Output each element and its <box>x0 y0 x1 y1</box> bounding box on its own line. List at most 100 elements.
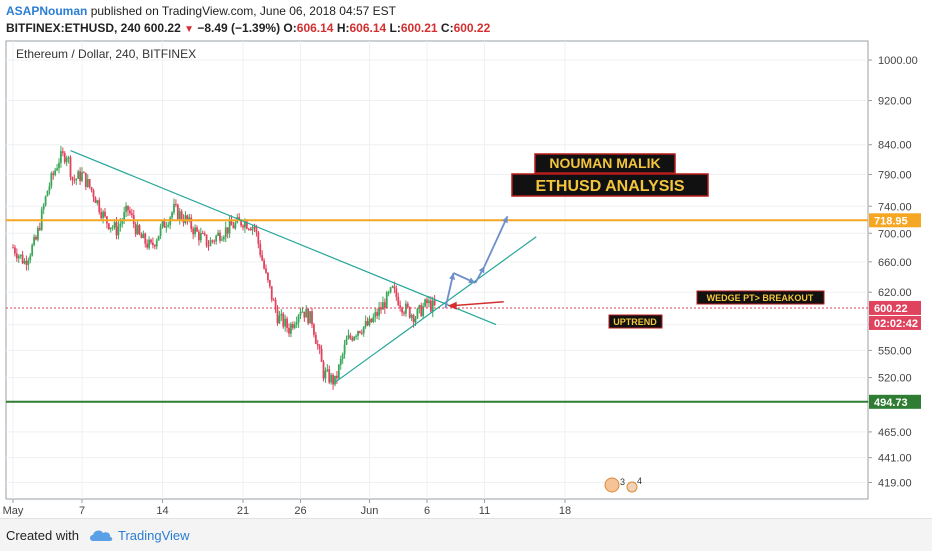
time-axis: May 7 14 21 26 Jun 6 11 18 <box>3 499 571 517</box>
last-price-tag-box <box>869 300 921 315</box>
candle-body <box>175 203 177 205</box>
candle-body <box>130 213 133 215</box>
candle-body <box>60 151 62 163</box>
candle-body <box>370 318 373 323</box>
y-tick-label: 840.00 <box>878 140 912 152</box>
candle-body <box>155 240 158 247</box>
projection-arrowhead <box>468 277 476 284</box>
candle-body <box>428 300 430 304</box>
y-tick-label: 520.00 <box>878 373 912 385</box>
candle-body <box>205 234 208 246</box>
candle-body <box>311 311 313 325</box>
candle-body <box>278 315 281 324</box>
candle-body <box>307 308 310 324</box>
projection-arrowhead <box>478 266 485 274</box>
candle-body <box>146 243 149 248</box>
candle-body <box>44 196 47 206</box>
candle-body <box>56 168 58 171</box>
candle-body <box>199 233 202 241</box>
price-chart[interactable]: Ethereum / Dollar, 240, BITFINEX 1000.00… <box>0 38 932 518</box>
y-tick-label: 920.00 <box>878 96 912 108</box>
x-tick-label: 21 <box>237 505 249 517</box>
event-flag-icon-2[interactable] <box>626 481 638 493</box>
candle-body <box>71 177 74 180</box>
candle-body <box>359 331 361 333</box>
candle-body <box>376 312 379 316</box>
candle-body <box>165 226 168 228</box>
candle-body <box>234 222 237 229</box>
close-label: C: <box>440 21 454 35</box>
candle-body <box>259 243 262 256</box>
candle-body <box>357 331 359 336</box>
candle-body <box>299 311 302 316</box>
candle-body <box>144 233 147 244</box>
candle-body <box>100 212 103 219</box>
candle-body <box>25 260 28 265</box>
candle-body <box>272 299 275 301</box>
candle-body <box>397 296 400 306</box>
y-tick-label: 620.00 <box>878 287 912 299</box>
event-count-b: 4 <box>637 476 642 486</box>
candle-body <box>153 245 156 247</box>
candle-body <box>61 151 64 153</box>
candle-body <box>90 187 93 191</box>
candle-body <box>37 227 39 240</box>
candle-body <box>178 211 181 219</box>
candle-body <box>96 200 99 204</box>
candle-body <box>322 361 325 379</box>
drawings <box>6 149 868 403</box>
x-tick-label: 7 <box>79 505 85 517</box>
candle-body <box>109 227 112 230</box>
candle-body <box>14 247 16 254</box>
candle-body <box>23 260 26 264</box>
candle-body <box>171 212 173 218</box>
symbol-interval: BITFINEX:ETHUSD, 240 <box>6 21 141 35</box>
x-tick-label: 11 <box>479 505 490 517</box>
candle-body <box>242 225 244 228</box>
candle-body <box>94 197 97 204</box>
candle-body <box>213 240 216 242</box>
candle-body <box>224 227 227 238</box>
candle-body <box>222 237 225 240</box>
event-flags[interactable]: 3 4 <box>604 476 642 493</box>
candle-body <box>324 370 327 379</box>
high-label: H: <box>336 21 350 35</box>
title-banner-box-1 <box>534 153 676 174</box>
tradingview-link[interactable]: TradingView <box>118 528 190 543</box>
candle-body <box>113 222 116 228</box>
candle-body <box>351 337 354 341</box>
candle-body <box>366 321 369 326</box>
candle-body <box>194 227 196 235</box>
projection-arrowhead <box>502 216 508 224</box>
last-price-value: 600.22 <box>144 21 181 35</box>
candle-body <box>368 318 371 326</box>
candle-body <box>295 322 298 325</box>
candle-body <box>226 227 229 234</box>
candle-body <box>42 205 45 210</box>
candle-body <box>221 239 223 241</box>
candle-body <box>219 232 221 241</box>
candle-body <box>253 226 256 228</box>
candle-body <box>414 318 417 323</box>
candle-body <box>63 152 66 163</box>
breakout-pointer-line <box>451 300 504 307</box>
candle-body <box>332 374 334 385</box>
publish-line: ASAPNouman published on TradingView.com,… <box>6 4 396 18</box>
candle-series <box>12 145 436 390</box>
footer-bar: Created with TradingView <box>0 518 932 551</box>
y-tick-label: 790.00 <box>878 170 912 182</box>
author-link[interactable]: ASAPNouman <box>6 4 88 18</box>
x-tick-label: 26 <box>294 505 306 517</box>
candle-body <box>201 233 204 235</box>
candle-body <box>48 186 51 191</box>
candle-body <box>247 228 250 230</box>
candle-body <box>209 240 212 247</box>
candle-body <box>280 313 283 316</box>
uptrend-label-box <box>608 314 663 329</box>
price-axis: 1000.00 920.00 840.00 790.00 740.00 700.00 660… <box>868 55 921 489</box>
event-flag-icon[interactable] <box>604 477 620 493</box>
cloud-logo-icon[interactable] <box>88 527 114 543</box>
candle-body <box>293 324 296 328</box>
candle-body <box>21 254 24 264</box>
breakout-pointer-arrowhead <box>447 301 457 310</box>
